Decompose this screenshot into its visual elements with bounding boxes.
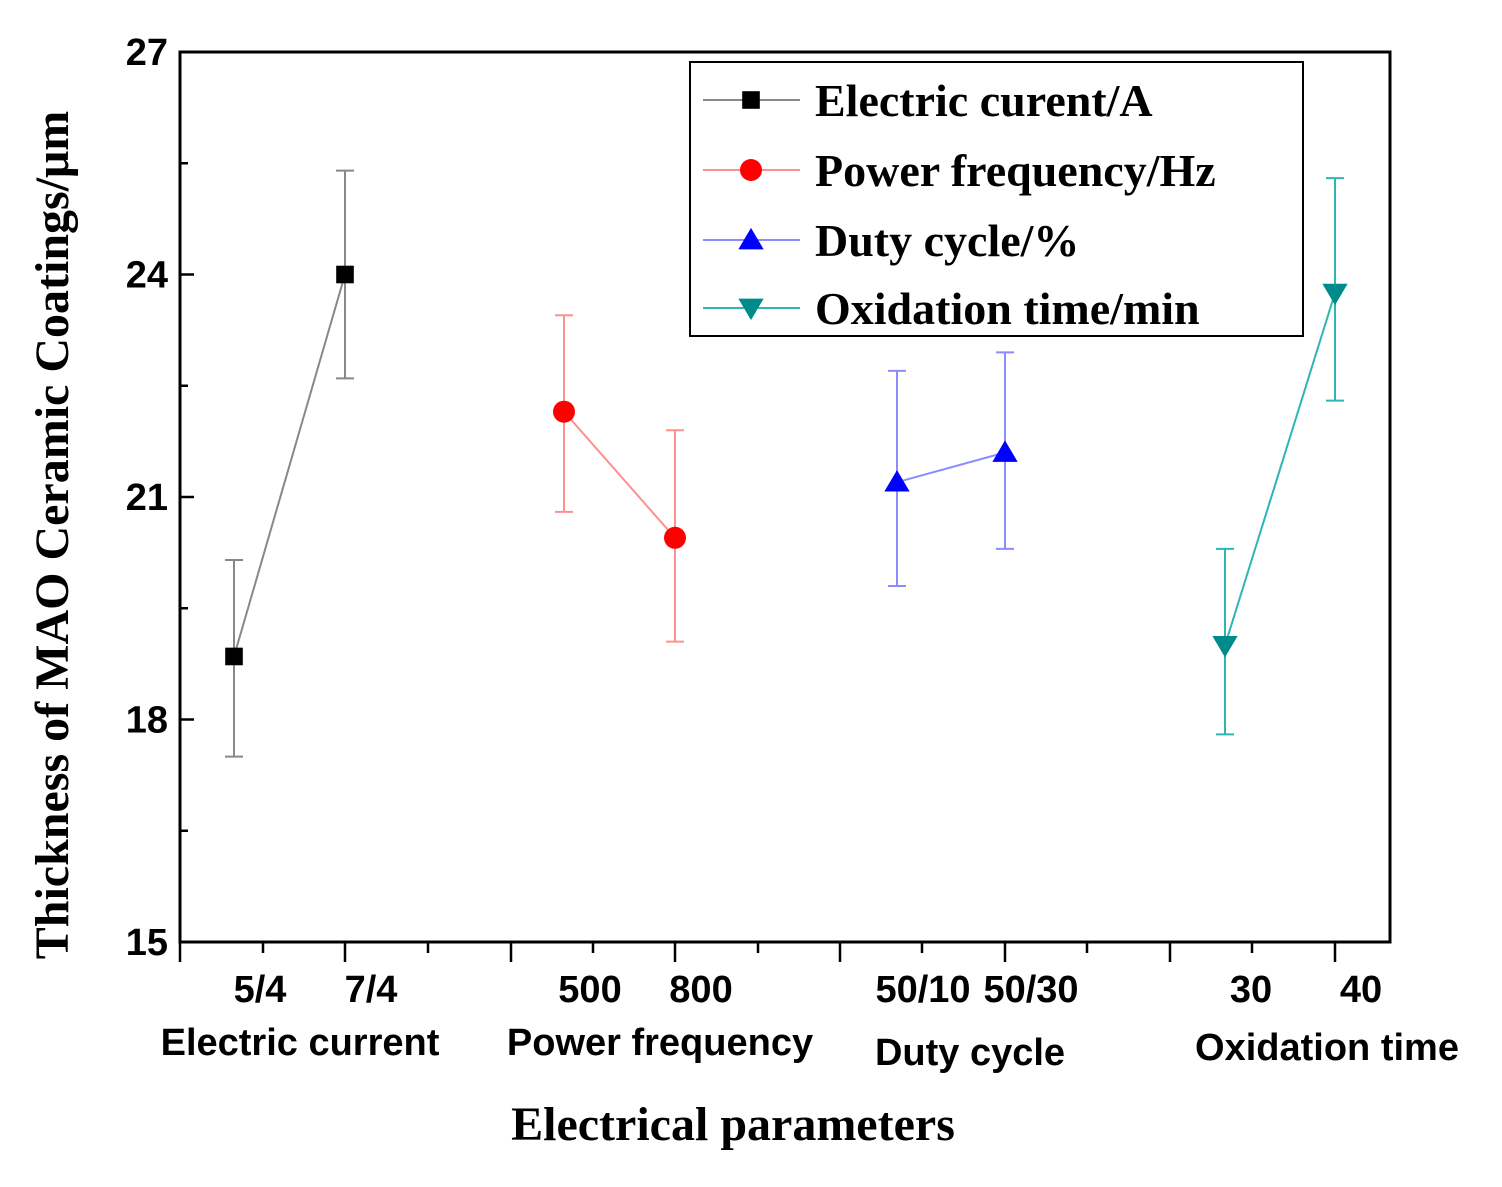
x-group-label: Oxidation time xyxy=(1195,1027,1459,1069)
data-point xyxy=(884,470,910,492)
x-group-label: Power frequency xyxy=(507,1022,813,1064)
x-axis: 5/4 7/4 Electric current 500 800 Power freque… xyxy=(161,942,1459,1074)
data-point xyxy=(740,159,762,181)
x-tick-label: 40 xyxy=(1340,969,1382,1011)
series xyxy=(553,314,686,643)
data-point xyxy=(1212,635,1238,658)
series xyxy=(225,169,354,758)
series-line xyxy=(1224,292,1336,646)
legend-label: Electric curent/A xyxy=(815,75,1153,126)
x-axis-title: Electrical parameters xyxy=(511,1098,955,1151)
legend-box xyxy=(689,61,1304,337)
data-point xyxy=(738,227,764,250)
data-point xyxy=(225,647,243,666)
series-line xyxy=(563,411,676,539)
data-point xyxy=(664,526,686,549)
x-group-label: Electric current xyxy=(161,1022,440,1064)
data-point xyxy=(336,265,354,284)
series-layer xyxy=(225,169,1348,758)
x-tick-label: 50/10 xyxy=(875,969,970,1011)
data-point xyxy=(738,298,764,321)
x-group-label: Duty cycle xyxy=(875,1032,1065,1074)
y-tick-label: 15 xyxy=(126,922,168,964)
legend: Electric curent/A Power frequency/Hz Duty … xyxy=(689,61,1304,337)
y-tick-label: 21 xyxy=(126,477,168,519)
data-point xyxy=(1322,283,1348,306)
x-tick-label: 5/4 xyxy=(234,969,287,1011)
x-tick-label: 800 xyxy=(669,969,732,1011)
x-tick-label: 30 xyxy=(1230,969,1272,1011)
y-tick-label: 27 xyxy=(126,32,168,74)
series xyxy=(884,351,1018,587)
series-line xyxy=(233,274,346,657)
data-point xyxy=(992,440,1018,462)
x-tick-label: 500 xyxy=(558,969,621,1011)
series-line xyxy=(896,451,1006,484)
legend-label: Oxidation time/min xyxy=(815,283,1200,334)
series xyxy=(1212,177,1348,736)
y-axis: 15 18 21 24 27 xyxy=(126,32,194,964)
y-axis-title: Thickness of MAO Ceramic Coatings/μm xyxy=(26,111,79,960)
legend-label: Duty cycle/% xyxy=(815,215,1079,266)
x-tick-label: 7/4 xyxy=(345,969,398,1011)
data-point xyxy=(742,91,760,109)
y-tick-label: 24 xyxy=(126,255,168,297)
x-tick-label: 50/30 xyxy=(983,969,1078,1011)
legend-label: Power frequency/Hz xyxy=(815,145,1216,196)
y-tick-label: 18 xyxy=(126,700,168,742)
data-point xyxy=(553,400,575,423)
